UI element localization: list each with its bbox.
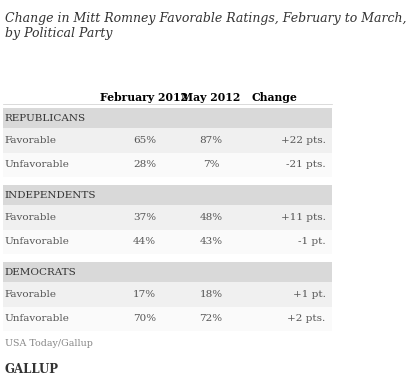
Text: USA Today/Gallup: USA Today/Gallup (5, 340, 93, 349)
Text: DEMOCRATS: DEMOCRATS (5, 268, 76, 277)
FancyBboxPatch shape (3, 205, 332, 230)
Text: May 2012: May 2012 (181, 92, 241, 103)
Text: Change in Mitt Romney Favorable Ratings, February to March,
by Political Party: Change in Mitt Romney Favorable Ratings,… (5, 12, 406, 40)
FancyBboxPatch shape (3, 153, 332, 177)
Text: -1 pt.: -1 pt. (298, 237, 326, 246)
Text: Unfavorable: Unfavorable (5, 237, 70, 246)
Text: Favorable: Favorable (5, 290, 57, 299)
Text: 65%: 65% (133, 136, 156, 145)
Text: Unfavorable: Unfavorable (5, 314, 70, 324)
Text: 44%: 44% (133, 237, 156, 246)
Text: +1 pt.: +1 pt. (293, 290, 326, 299)
Text: 70%: 70% (133, 314, 156, 324)
Text: +11 pts.: +11 pts. (281, 213, 326, 222)
Text: Favorable: Favorable (5, 213, 57, 222)
Text: +22 pts.: +22 pts. (281, 136, 326, 145)
Text: 7%: 7% (203, 160, 219, 169)
FancyBboxPatch shape (3, 108, 332, 128)
Text: Favorable: Favorable (5, 136, 57, 145)
Text: Change: Change (251, 92, 297, 103)
FancyBboxPatch shape (3, 185, 332, 205)
Text: 28%: 28% (133, 160, 156, 169)
Text: INDEPENDENTS: INDEPENDENTS (5, 191, 96, 200)
Text: 17%: 17% (133, 290, 156, 299)
Text: REPUBLICANS: REPUBLICANS (5, 114, 86, 123)
Text: +2 pts.: +2 pts. (287, 314, 326, 324)
Text: 18%: 18% (199, 290, 223, 299)
Text: 72%: 72% (199, 314, 223, 324)
Text: 43%: 43% (199, 237, 223, 246)
Text: -21 pts.: -21 pts. (286, 160, 326, 169)
FancyBboxPatch shape (3, 230, 332, 254)
Text: 87%: 87% (199, 136, 223, 145)
FancyBboxPatch shape (3, 128, 332, 153)
FancyBboxPatch shape (3, 282, 332, 307)
Text: Unfavorable: Unfavorable (5, 160, 70, 169)
Text: GALLUP: GALLUP (5, 363, 59, 374)
FancyBboxPatch shape (3, 262, 332, 282)
Text: February 2012: February 2012 (100, 92, 188, 103)
FancyBboxPatch shape (3, 307, 332, 331)
Text: 37%: 37% (133, 213, 156, 222)
Text: 48%: 48% (199, 213, 223, 222)
